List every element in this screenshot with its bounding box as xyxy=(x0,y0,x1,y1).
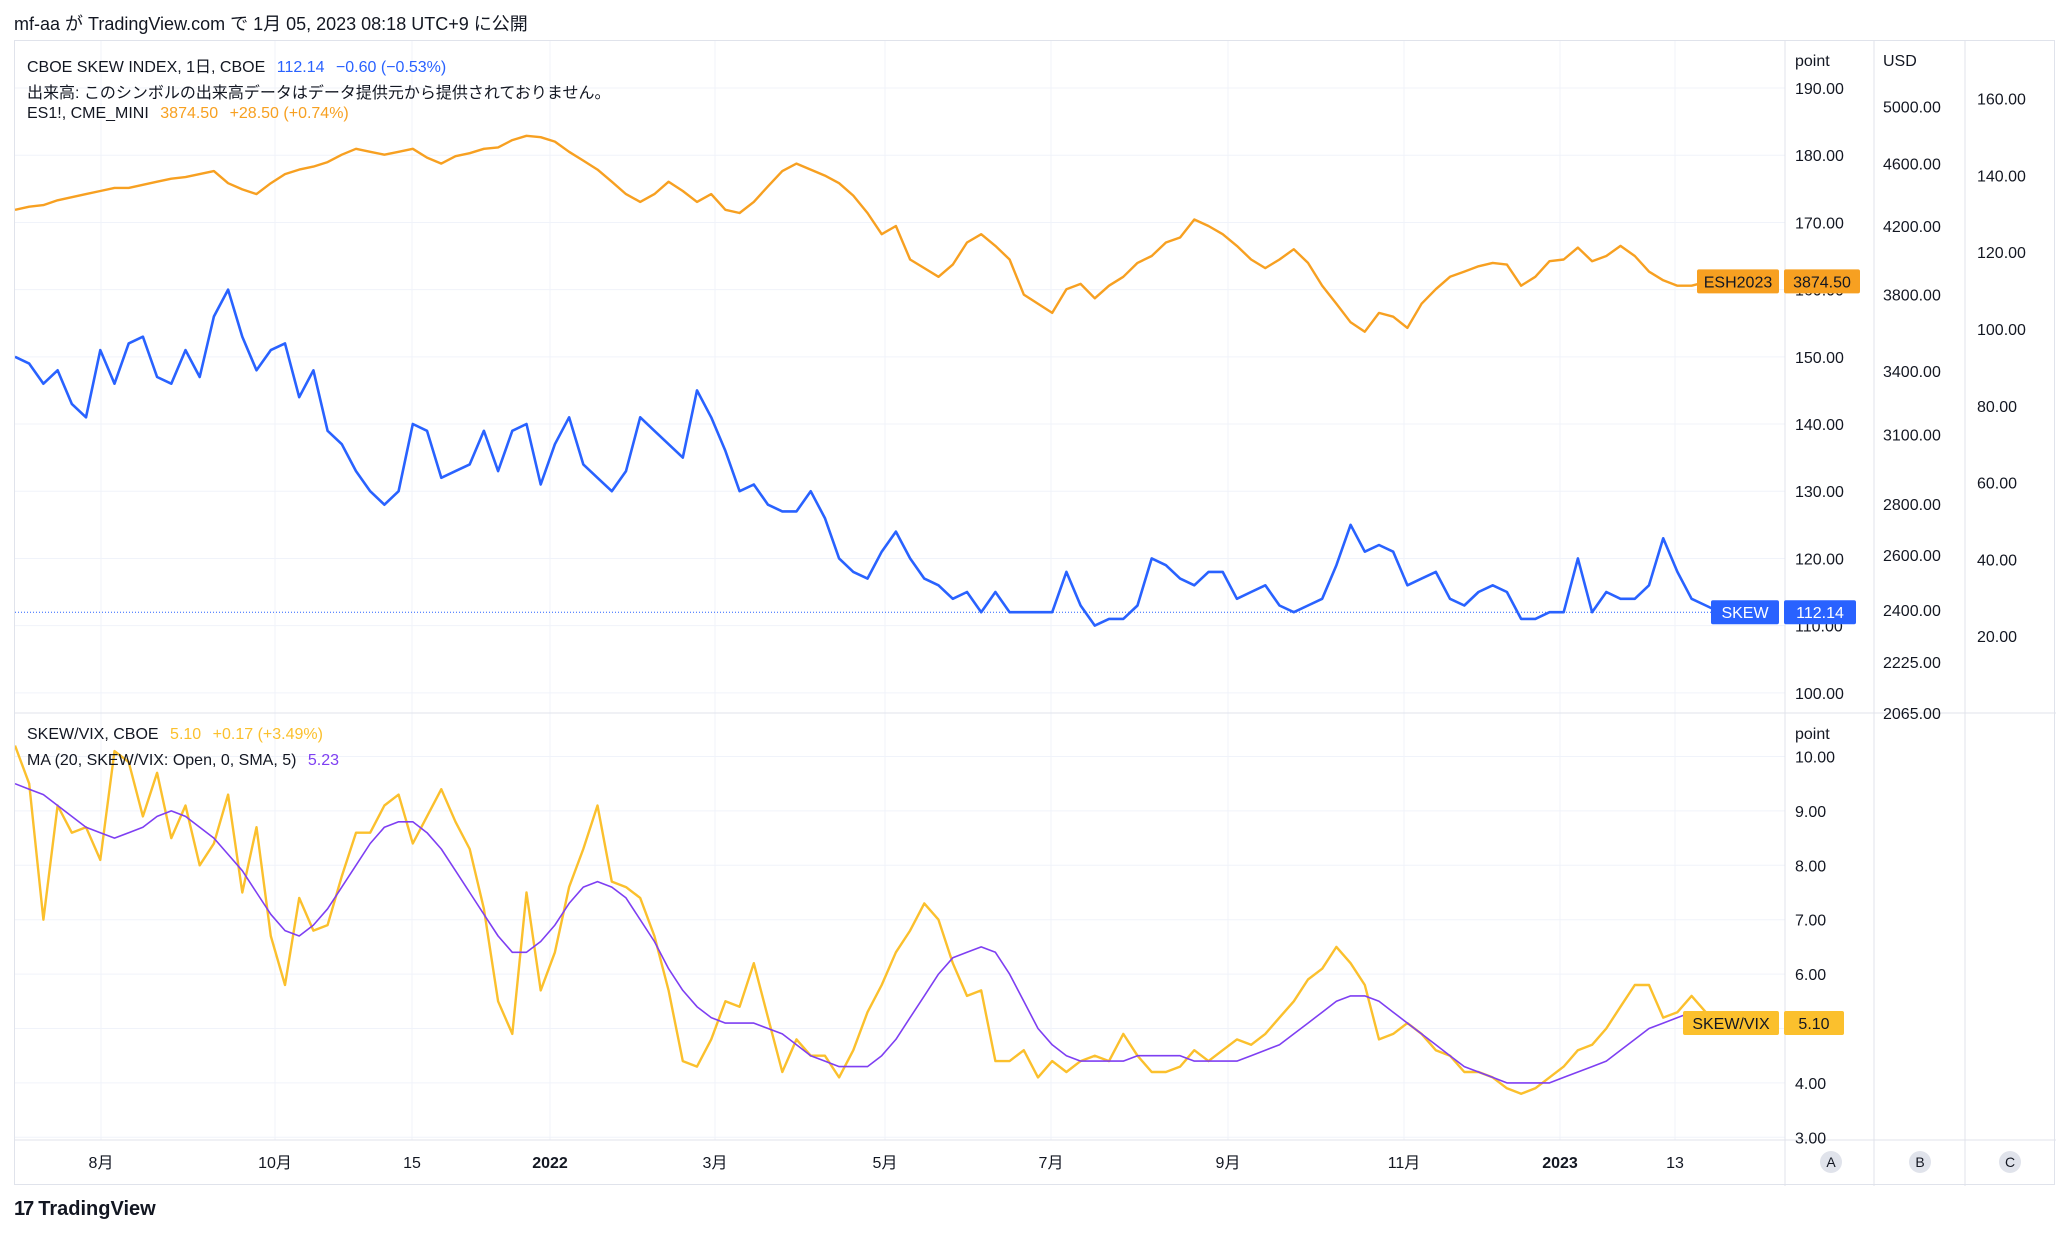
svg-text:B: B xyxy=(1915,1154,1924,1170)
publish-line: mf-aa が TradingView.com で 1月 05, 2023 08… xyxy=(14,14,528,34)
footer-brand-text: TradingView xyxy=(38,1198,156,1220)
ratio-tag-value: 5.10 xyxy=(1798,1016,1829,1033)
chart-svg[interactable]: 100.00110.00120.00130.00140.00150.00160.… xyxy=(15,41,2056,1186)
legend-ma-value: 5.23 xyxy=(307,752,340,769)
ratio-price-tag: SKEW/VIX 5.10 xyxy=(1683,1011,1844,1036)
top-axis-tick: 180.00 xyxy=(1795,148,1844,165)
bottom-axis-tick: 10.00 xyxy=(1795,750,1835,767)
legend-skew-value: 112.14 xyxy=(276,59,325,76)
legend-es-change: +28.50 (+0.74%) xyxy=(229,105,349,122)
time-axis-tick: 2023 xyxy=(1542,1155,1578,1172)
top-axis-tick: 190.00 xyxy=(1795,81,1844,98)
ma-series-line xyxy=(15,782,1721,1084)
right3-axis-tick: 100.00 xyxy=(1977,322,2026,339)
legend-skew[interactable]: CBOE SKEW INDEX, 1日, CBOE 112.14 −0.60 (… xyxy=(27,53,453,77)
bottom-axis-tick: 4.00 xyxy=(1795,1076,1826,1093)
right3-axis-tick: 160.00 xyxy=(1977,92,2026,109)
esh-price-tag: ESH2023 3874.50 xyxy=(1697,269,1860,294)
time-axis-tick: 5月 xyxy=(873,1155,898,1172)
legend-ma-name: MA (20, SKEW/VIX: Open, 0, SMA, 5) xyxy=(27,752,297,769)
top-axis-tick: 140.00 xyxy=(1795,417,1844,434)
usd-axis-tick: 2225.00 xyxy=(1883,655,1941,672)
top-axis-tick: 130.00 xyxy=(1795,484,1844,501)
legend-ratio-name: SKEW/VIX, CBOE xyxy=(27,726,159,743)
usd-axis-tick: 3100.00 xyxy=(1883,427,1941,444)
volume-note: 出来高: このシンボルの出来高データはデータ提供元から提供されておりません。 xyxy=(27,85,611,102)
top-axis-unit: point xyxy=(1795,53,1830,70)
skew-series-line xyxy=(15,288,1721,627)
corner-button-b[interactable]: B xyxy=(1909,1151,1931,1173)
top-axis-tick: 150.00 xyxy=(1795,350,1844,367)
right3-axis-tick: 120.00 xyxy=(1977,245,2026,262)
right3-axis-tick: 140.00 xyxy=(1977,168,2026,185)
time-axis-tick: 10月 xyxy=(258,1155,292,1172)
top-axis-tick: 170.00 xyxy=(1795,215,1844,232)
chart-frame: 100.00110.00120.00130.00140.00150.00160.… xyxy=(14,40,2056,1186)
svg-text:C: C xyxy=(2005,1154,2015,1170)
skew-tag-label: SKEW xyxy=(1721,605,1769,622)
bottom-axis-tick: 3.00 xyxy=(1795,1130,1826,1147)
legend-skew-change: −0.60 (−0.53%) xyxy=(335,59,447,76)
footer-brand[interactable]: 17 TradingView xyxy=(14,1198,156,1221)
right3-axis-tick: 60.00 xyxy=(1977,476,2017,493)
esh-tag-label: ESH2023 xyxy=(1704,274,1773,291)
usd-axis-tick: 4200.00 xyxy=(1883,219,1941,236)
legend-skew-name: CBOE SKEW INDEX, 1日, CBOE xyxy=(27,59,266,76)
time-axis-tick: 11月 xyxy=(1388,1155,1421,1172)
usd-axis-tick: 2400.00 xyxy=(1883,603,1941,620)
bottom-axis-tick: 9.00 xyxy=(1795,804,1826,821)
legend-ratio-value: 5.10 xyxy=(170,726,202,743)
ratio-tag-label: SKEW/VIX xyxy=(1692,1016,1770,1033)
es-series-line xyxy=(15,134,1721,333)
bottom-axis-tick: 6.00 xyxy=(1795,967,1826,984)
top-axis-tick: 100.00 xyxy=(1795,686,1844,703)
right3-axis-tick: 20.00 xyxy=(1977,629,2017,646)
top-axis-tick: 120.00 xyxy=(1795,551,1844,568)
bottom-axis-tick: 8.00 xyxy=(1795,858,1826,875)
usd-axis-unit: USD xyxy=(1883,53,1917,70)
legend-ratio[interactable]: SKEW/VIX, CBOE 5.10 +0.17 (+3.49%) xyxy=(27,726,330,744)
usd-axis-tick: 3400.00 xyxy=(1883,364,1941,381)
right3-axis-tick: 40.00 xyxy=(1977,552,2017,569)
bottom-axis-unit: point xyxy=(1795,726,1830,743)
legend-ratio-change: +0.17 (+3.49%) xyxy=(212,726,323,743)
time-axis-tick: 13 xyxy=(1666,1155,1684,1172)
time-axis-tick: 2022 xyxy=(532,1155,568,1172)
time-axis-tick: 9月 xyxy=(1216,1155,1241,1172)
legend-es-name: ES1!, CME_MINI xyxy=(27,105,149,122)
time-axis-tick: 8月 xyxy=(89,1155,114,1172)
usd-axis-tick: 5000.00 xyxy=(1883,99,1941,116)
time-axis-tick: 3月 xyxy=(703,1155,728,1172)
legend-es[interactable]: ES1!, CME_MINI 3874.50 +28.50 (+0.74%) xyxy=(27,105,356,123)
legend-ma[interactable]: MA (20, SKEW/VIX: Open, 0, SMA, 5) 5.23 xyxy=(27,752,346,770)
ratio-series-line xyxy=(15,745,1721,1095)
usd-axis-tick: 2800.00 xyxy=(1883,497,1941,514)
tradingview-logo-icon: 17 xyxy=(14,1198,34,1220)
legend-volume-note: 出来高: このシンボルの出来高データはデータ提供元から提供されておりません。 xyxy=(27,79,617,103)
usd-axis-tick: 2600.00 xyxy=(1883,548,1941,565)
time-axis-tick: 7月 xyxy=(1039,1155,1064,1172)
legend-es-value: 3874.50 xyxy=(160,105,219,122)
bottom-axis-tick: 7.00 xyxy=(1795,913,1826,930)
skew-tag-value: 112.14 xyxy=(1796,605,1844,622)
usd-axis-tick: 4600.00 xyxy=(1883,157,1941,174)
corner-button-a[interactable]: A xyxy=(1820,1151,1842,1173)
skew-price-tag: SKEW 112.14 xyxy=(1711,600,1856,625)
time-axis-tick: 15 xyxy=(403,1155,421,1172)
right3-axis-tick: 80.00 xyxy=(1977,399,2017,416)
svg-text:A: A xyxy=(1826,1154,1836,1170)
esh-tag-value: 3874.50 xyxy=(1793,274,1851,291)
corner-button-c[interactable]: C xyxy=(1999,1151,2021,1173)
usd-axis-tick: 2065.00 xyxy=(1883,706,1941,723)
usd-axis-tick: 3800.00 xyxy=(1883,288,1941,305)
